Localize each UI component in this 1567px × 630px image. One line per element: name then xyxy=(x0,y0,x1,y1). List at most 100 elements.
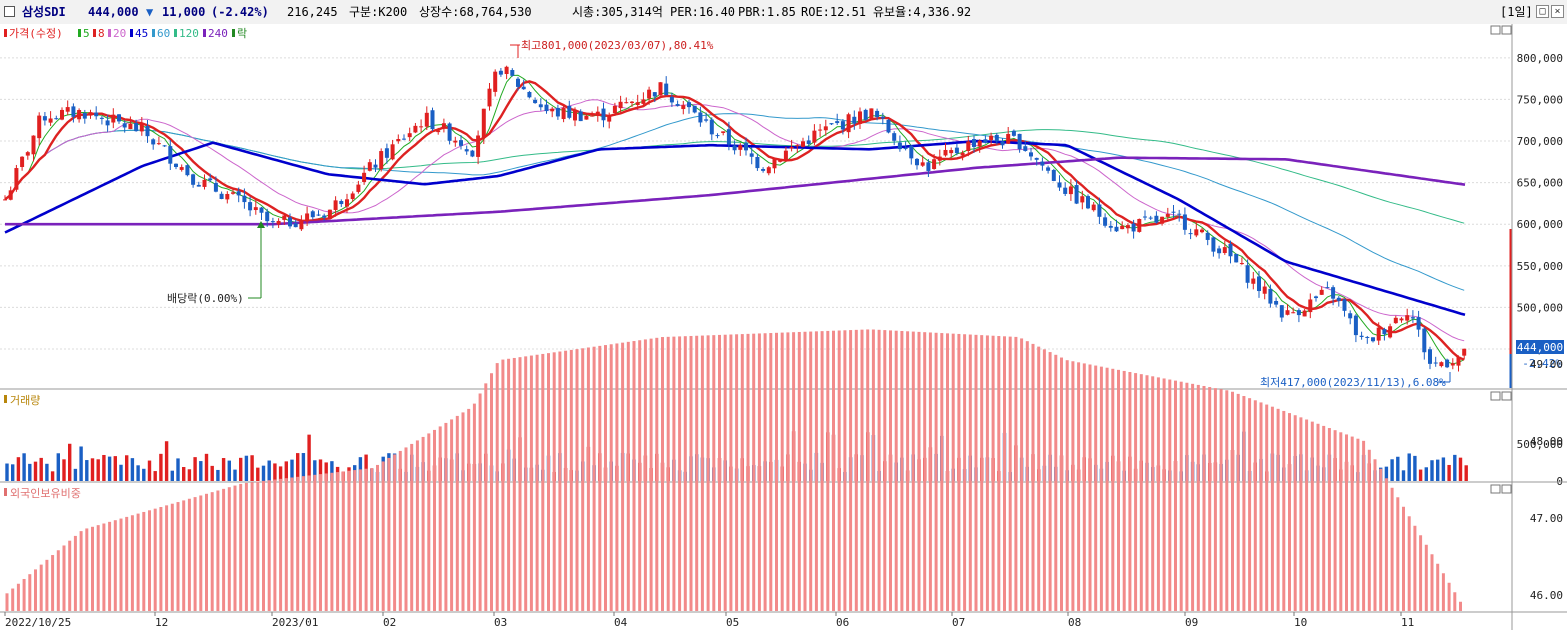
candle xyxy=(1314,296,1318,299)
foreign-ownership-bar xyxy=(495,363,499,611)
candle xyxy=(681,105,686,110)
candle xyxy=(1456,356,1461,366)
foreign-ownership-bar xyxy=(1424,544,1428,611)
candle xyxy=(954,147,959,154)
volume-panel-close-icon[interactable] xyxy=(1501,391,1512,401)
foreign-ownership-bar xyxy=(524,356,528,611)
volume-bar xyxy=(1441,457,1446,481)
foreign-ownership-bar xyxy=(592,346,596,611)
volume-bar xyxy=(1464,465,1468,481)
candle xyxy=(818,129,823,131)
candle xyxy=(989,135,994,140)
foreign-ownership-bar xyxy=(16,583,20,611)
panel-close-icon[interactable] xyxy=(1501,25,1512,35)
foreign-ownership-bar xyxy=(1419,535,1423,611)
candle xyxy=(265,211,270,222)
foreign-ownership-bar xyxy=(1430,554,1434,611)
volume-bar xyxy=(159,453,163,481)
foreign-ownership-bar xyxy=(222,488,226,611)
candle xyxy=(1074,185,1079,204)
candle xyxy=(350,193,355,200)
candle xyxy=(1462,348,1467,356)
volume-bar xyxy=(170,470,174,481)
volume-bar xyxy=(102,454,106,481)
foreign-ownership-bar xyxy=(353,470,357,611)
foreign-ownership-bar xyxy=(68,540,72,611)
foreign-ownership-bar xyxy=(444,422,448,611)
foreign-ownership-bar xyxy=(153,508,157,611)
maximize-icon[interactable]: □ xyxy=(1536,5,1549,18)
foreign-ownership-bar xyxy=(860,329,864,611)
candle xyxy=(1450,363,1455,366)
foreign-ownership-bar xyxy=(814,331,818,611)
date-axis: 2022/10/25 12 2023/01 02 03 04 05 06 07 08 09 10 11 xyxy=(4,612,1414,629)
period-button[interactable]: [1일] xyxy=(1500,5,1533,19)
foreign-ownership-bar xyxy=(1356,438,1360,611)
candle xyxy=(470,150,475,157)
candle xyxy=(932,159,937,170)
volume-bar xyxy=(364,454,368,481)
candle xyxy=(1285,310,1290,315)
candle xyxy=(1205,232,1210,240)
volume-bar xyxy=(90,458,95,481)
candle xyxy=(755,156,760,169)
candle xyxy=(362,172,367,183)
candle xyxy=(82,113,87,119)
stock-name[interactable]: 삼성SDI xyxy=(22,5,66,19)
foreign-ownership-bar xyxy=(370,468,374,611)
volume-bar xyxy=(318,459,323,481)
candle xyxy=(1308,299,1313,313)
title-bar: 삼성SDI 444,000 ▼ 11,000 (-2.42%) 216,245 … xyxy=(0,0,1567,25)
foreign-ownership-bar xyxy=(250,482,254,611)
foreign-ownership-bar xyxy=(130,515,134,611)
candle xyxy=(1051,169,1056,181)
candle xyxy=(134,123,139,132)
foreign-ownership-bar xyxy=(1025,341,1029,611)
candle xyxy=(476,135,481,157)
candle xyxy=(721,131,726,133)
select-checkbox[interactable] xyxy=(4,6,15,17)
foreign-ownership-bar xyxy=(678,336,682,611)
close-icon[interactable]: × xyxy=(1551,5,1564,18)
foreign-ownership-bar xyxy=(700,335,704,611)
foreign-ownership-bar xyxy=(273,479,277,611)
foreign-ownership-bar xyxy=(1276,408,1280,611)
foreign-ownership-bar xyxy=(598,345,602,611)
candle xyxy=(726,129,731,145)
candle xyxy=(105,120,110,126)
volume-bar xyxy=(313,460,317,481)
candle xyxy=(242,195,247,203)
candle xyxy=(618,101,623,109)
volume-panel-minimize-icon[interactable] xyxy=(1490,391,1501,401)
candle xyxy=(31,135,36,155)
foreign-ownership-bar xyxy=(968,334,972,611)
stock-chart[interactable]: 800,000 750,000 700,000 650,000 600,000 550,0… xyxy=(0,24,1567,630)
volume-bar xyxy=(290,459,294,481)
x-tick-4: 03 xyxy=(494,616,507,629)
candle xyxy=(3,199,7,201)
candle xyxy=(225,193,230,200)
foreign-ownership-bar xyxy=(695,335,699,611)
candle xyxy=(299,220,304,230)
foreign-ownership-bar xyxy=(256,481,260,611)
legend-item-3: 20 xyxy=(113,27,126,40)
foreign-ownership-bar xyxy=(1020,338,1024,611)
volume-bar xyxy=(216,469,220,481)
volume-bar xyxy=(1407,453,1411,481)
foreign-panel-minimize-icon[interactable] xyxy=(1490,484,1501,494)
candle xyxy=(601,108,606,121)
candle xyxy=(1336,297,1341,301)
foreign-ownership-bar xyxy=(735,334,739,611)
foreign-ownership-bar xyxy=(113,520,117,611)
candle xyxy=(8,190,13,200)
candle xyxy=(840,121,845,130)
foreign-panel-close-icon[interactable] xyxy=(1501,484,1512,494)
candle xyxy=(516,78,520,87)
panel-minimize-icon[interactable] xyxy=(1490,25,1501,35)
foreign-ownership-bar xyxy=(1384,478,1388,611)
foreign-ownership-bar xyxy=(341,471,345,611)
foreign-ownership-bar xyxy=(1071,361,1075,611)
foreign-ownership-bar xyxy=(1174,380,1177,611)
candle xyxy=(1017,133,1022,150)
candle xyxy=(1410,317,1415,319)
